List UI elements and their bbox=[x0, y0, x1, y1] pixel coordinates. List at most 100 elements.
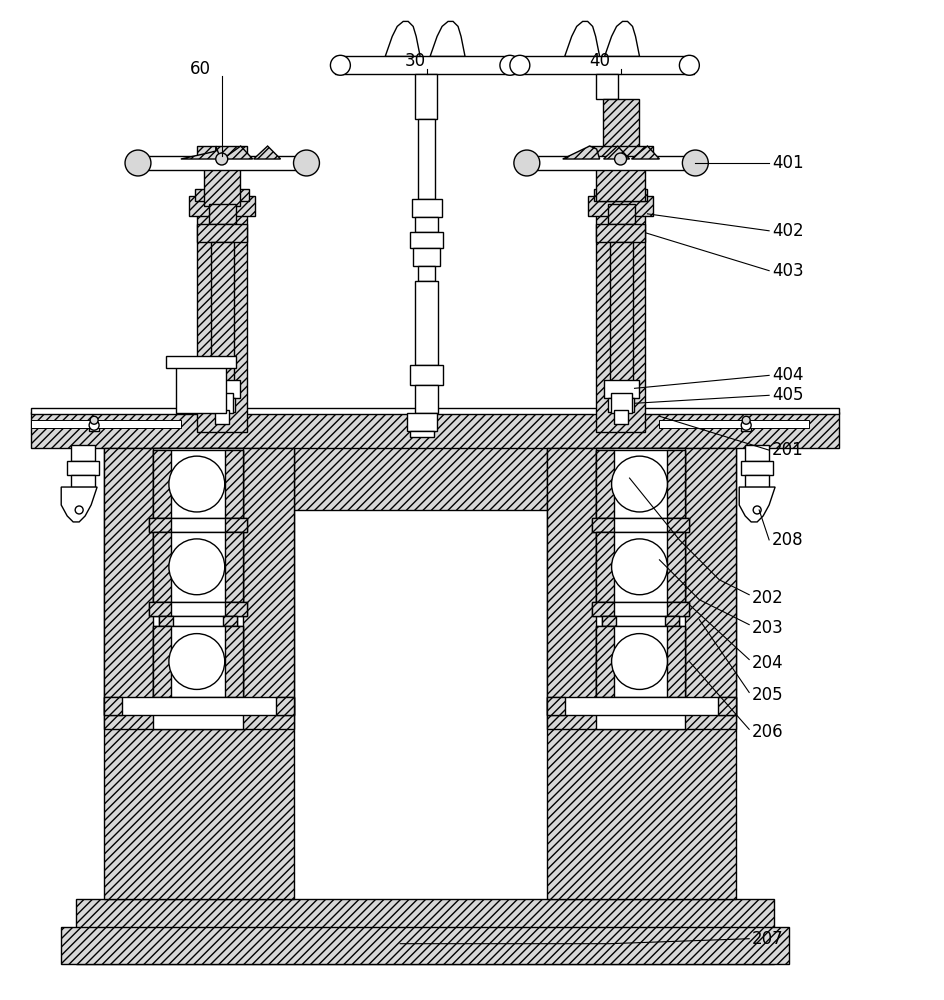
Text: 60: 60 bbox=[191, 60, 211, 78]
Bar bbox=[31, 412, 839, 448]
Text: 206: 206 bbox=[752, 723, 784, 741]
Bar bbox=[415, 385, 438, 413]
Circle shape bbox=[330, 55, 350, 75]
Bar bbox=[415, 281, 438, 365]
Bar bbox=[104, 697, 122, 715]
Bar bbox=[514, 56, 695, 74]
Circle shape bbox=[216, 153, 228, 165]
Circle shape bbox=[612, 456, 667, 512]
Bar bbox=[225, 626, 243, 697]
Bar bbox=[596, 224, 646, 242]
Bar bbox=[225, 602, 246, 616]
Circle shape bbox=[741, 420, 751, 430]
Circle shape bbox=[89, 420, 99, 430]
Bar bbox=[204, 151, 240, 206]
Bar bbox=[153, 626, 243, 697]
Bar bbox=[211, 393, 233, 413]
Bar bbox=[76, 899, 774, 964]
Bar bbox=[31, 420, 181, 428]
Bar bbox=[660, 420, 809, 428]
Bar bbox=[520, 156, 702, 170]
Bar bbox=[601, 616, 680, 626]
Bar bbox=[67, 461, 99, 475]
Circle shape bbox=[125, 150, 151, 176]
Bar bbox=[411, 365, 443, 385]
Bar bbox=[209, 398, 235, 412]
Bar bbox=[547, 697, 736, 715]
Circle shape bbox=[615, 153, 627, 165]
Bar bbox=[225, 518, 246, 532]
Bar bbox=[214, 410, 228, 424]
Polygon shape bbox=[181, 146, 221, 159]
Bar bbox=[596, 154, 646, 201]
Circle shape bbox=[514, 150, 540, 176]
Bar bbox=[602, 99, 638, 154]
Circle shape bbox=[742, 416, 750, 424]
Bar bbox=[196, 146, 246, 162]
Bar bbox=[596, 532, 614, 602]
Bar bbox=[596, 532, 685, 602]
Bar bbox=[666, 616, 680, 626]
Polygon shape bbox=[61, 487, 97, 522]
Text: 404: 404 bbox=[772, 366, 803, 384]
Bar bbox=[31, 408, 839, 414]
Circle shape bbox=[683, 150, 708, 176]
Bar bbox=[596, 74, 617, 99]
Bar bbox=[667, 518, 689, 532]
Bar bbox=[547, 697, 565, 715]
Bar bbox=[592, 518, 689, 532]
Text: 208: 208 bbox=[772, 531, 803, 549]
Text: 402: 402 bbox=[772, 222, 803, 240]
Bar bbox=[667, 602, 689, 616]
Bar bbox=[194, 189, 248, 201]
Circle shape bbox=[500, 55, 520, 75]
Bar bbox=[411, 232, 443, 248]
Bar bbox=[189, 196, 255, 216]
Text: 207: 207 bbox=[752, 930, 784, 948]
Text: 403: 403 bbox=[772, 262, 803, 280]
Bar bbox=[153, 450, 243, 518]
Bar bbox=[153, 532, 243, 602]
Bar bbox=[153, 626, 171, 697]
Bar bbox=[61, 927, 789, 964]
Bar bbox=[608, 398, 633, 412]
Bar bbox=[149, 518, 171, 532]
Bar bbox=[131, 156, 313, 170]
Bar bbox=[547, 430, 736, 899]
Bar bbox=[601, 616, 615, 626]
Bar bbox=[611, 393, 632, 413]
Bar bbox=[596, 626, 685, 697]
Bar bbox=[294, 430, 547, 510]
Bar bbox=[667, 532, 685, 602]
Bar bbox=[411, 431, 434, 437]
Bar bbox=[415, 217, 438, 232]
Polygon shape bbox=[632, 146, 660, 159]
Bar bbox=[149, 518, 246, 532]
Bar bbox=[89, 425, 99, 431]
Text: 205: 205 bbox=[752, 686, 784, 704]
Bar bbox=[415, 74, 437, 119]
Bar bbox=[71, 445, 95, 461]
Bar bbox=[71, 475, 95, 487]
Bar bbox=[667, 450, 685, 518]
Text: 202: 202 bbox=[752, 589, 784, 607]
Bar bbox=[176, 363, 226, 413]
Bar bbox=[276, 697, 294, 715]
Bar bbox=[745, 445, 769, 461]
Bar bbox=[596, 450, 685, 518]
Polygon shape bbox=[563, 146, 599, 159]
Bar bbox=[104, 697, 294, 715]
Polygon shape bbox=[385, 21, 420, 56]
Bar bbox=[718, 697, 736, 715]
Polygon shape bbox=[565, 21, 599, 56]
Circle shape bbox=[169, 456, 225, 512]
Bar bbox=[153, 448, 243, 729]
Polygon shape bbox=[604, 21, 639, 56]
Polygon shape bbox=[223, 146, 253, 159]
Circle shape bbox=[612, 634, 667, 689]
Bar bbox=[149, 602, 171, 616]
Polygon shape bbox=[254, 146, 280, 159]
Circle shape bbox=[612, 539, 667, 595]
Bar bbox=[149, 602, 246, 616]
Bar bbox=[104, 430, 294, 899]
